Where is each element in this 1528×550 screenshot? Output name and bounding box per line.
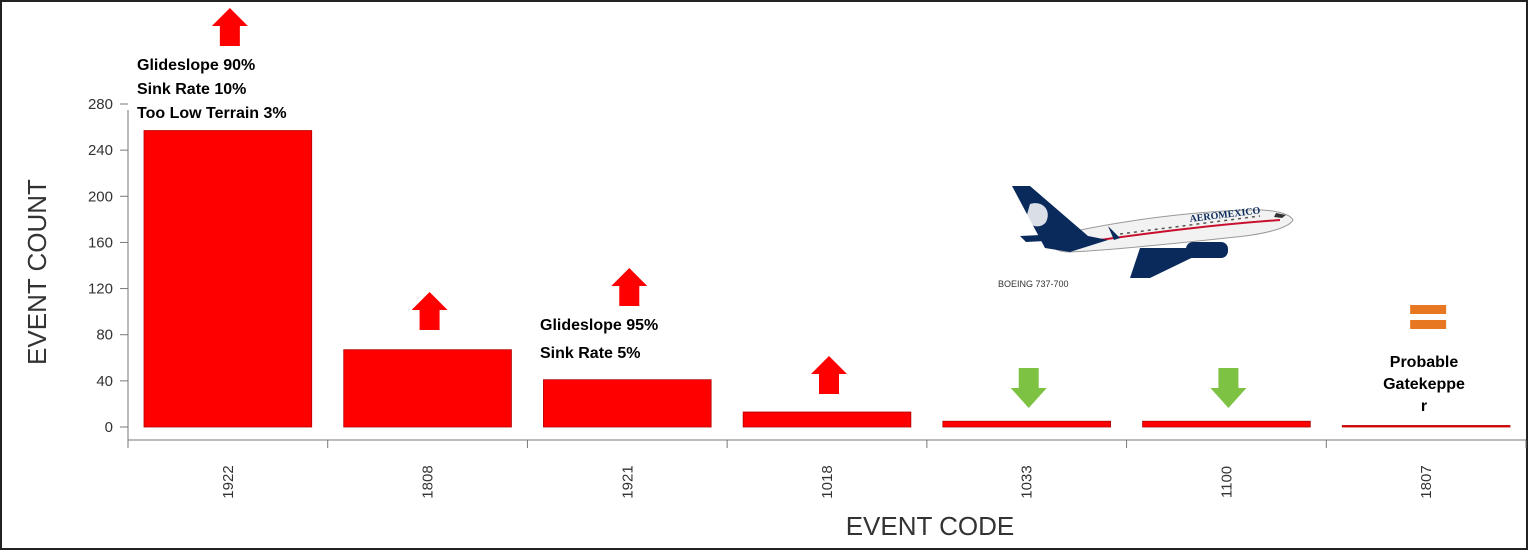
trend-arrow-up-1922 [211, 8, 248, 46]
trend-arrow-down-1100 [1210, 368, 1247, 408]
annotation-1922-line: Too Low Terrain 3% [137, 105, 287, 122]
trend-arrow-equal-1807 [1410, 305, 1447, 329]
aircraft-stabilizer [1020, 234, 1064, 242]
bar-1033 [942, 420, 1111, 428]
y-tick-label: 160 [88, 234, 113, 251]
trend-arrows [211, 8, 1447, 408]
trend-arrow-up-1921 [611, 268, 648, 306]
y-tick-label: 200 [88, 188, 113, 205]
aircraft-tail [1012, 186, 1108, 252]
annotation-1921-line: Sink Rate 5% [540, 345, 640, 362]
aircraft-tail-logo [1026, 203, 1048, 227]
y-axis-title: EVENT COUNT [22, 179, 52, 365]
x-tick-label: 1808 [420, 465, 437, 498]
annotation-1807-line: r [1421, 398, 1427, 415]
x-tick-label: 1033 [1019, 465, 1036, 498]
bar-1921 [543, 379, 712, 428]
bar-1807 [1341, 425, 1511, 428]
x-tick-label: 1921 [619, 465, 636, 498]
x-tick-label: 1018 [819, 465, 836, 498]
aircraft-cockpit-window [1274, 213, 1286, 218]
trend-arrow-down-1033 [1010, 368, 1047, 408]
y-tick-label: 240 [88, 142, 113, 159]
annotation-1922-line: Sink Rate 10% [137, 81, 246, 98]
bar-1100 [1142, 420, 1311, 428]
axes: 0 40 80 120 160 200 240 280 1922 1808 1921 1018 1033… [88, 96, 1527, 499]
y-tick-label: 40 [96, 373, 113, 390]
y-tick-label: 0 [105, 419, 113, 436]
y-tick-label: 120 [88, 281, 113, 298]
aircraft-image: AEROMEXICO BOEING 737-700 [990, 178, 1302, 290]
bar-1018 [742, 411, 912, 428]
annotation-1921-line: Glideslope 95% [540, 317, 658, 334]
y-tick-label: 280 [88, 96, 113, 113]
x-tick-label: 1807 [1418, 465, 1435, 498]
aircraft-engine [1186, 242, 1228, 258]
annotations: Glideslope 90% Sink Rate 10% Too Low Terra… [137, 57, 1465, 415]
trend-arrow-up-1018 [811, 356, 847, 394]
annotation-1807-line: Probable [1390, 354, 1459, 371]
bar-1808 [343, 349, 512, 428]
bar-1922 [143, 130, 313, 428]
trend-arrow-up-1808 [411, 292, 448, 330]
aircraft-winglet [1108, 226, 1120, 240]
bars [143, 130, 1511, 428]
x-axis-title: EVENT CODE [846, 511, 1015, 541]
annotation-1807-line: Gatekeppe [1383, 376, 1465, 393]
x-tick-label: 1922 [220, 465, 237, 498]
annotation-1922-line: Glideslope 90% [137, 57, 255, 74]
aircraft-windows [1119, 215, 1261, 235]
y-tick-label: 80 [96, 327, 113, 344]
x-tick-label: 1100 [1218, 466, 1235, 498]
aircraft-caption: BOEING 737-700 [998, 279, 1069, 289]
